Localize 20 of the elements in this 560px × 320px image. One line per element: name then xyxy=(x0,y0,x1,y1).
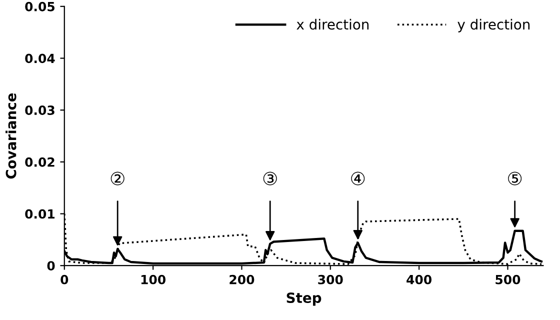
x-tick-label: 500 xyxy=(496,274,520,284)
annotation: ⑤ xyxy=(508,172,522,186)
y-tick-label: 0 xyxy=(47,261,55,271)
legend-label: x direction xyxy=(296,18,369,30)
x-axis-title: Step xyxy=(286,292,322,306)
y-tick-label: 0.03 xyxy=(25,106,54,116)
y-tick-label: 0.01 xyxy=(25,209,55,219)
x-tick-label: 300 xyxy=(318,274,343,284)
y-tick-label: 0.05 xyxy=(25,2,54,12)
x-tick-label: 100 xyxy=(141,274,166,284)
annotation: ② xyxy=(110,172,124,186)
y-axis-title: Covariance xyxy=(6,93,16,179)
x-tick-label: 400 xyxy=(406,274,432,284)
x-tick-label: 0 xyxy=(60,274,68,284)
annotation: ④ xyxy=(351,172,365,186)
annotation: ③ xyxy=(263,172,277,186)
legend-label: y direction xyxy=(458,18,530,32)
y-tick-label: 0.02 xyxy=(25,157,54,167)
x-tick-label: 200 xyxy=(230,274,254,284)
y-tick-label: 0.04 xyxy=(25,54,55,64)
